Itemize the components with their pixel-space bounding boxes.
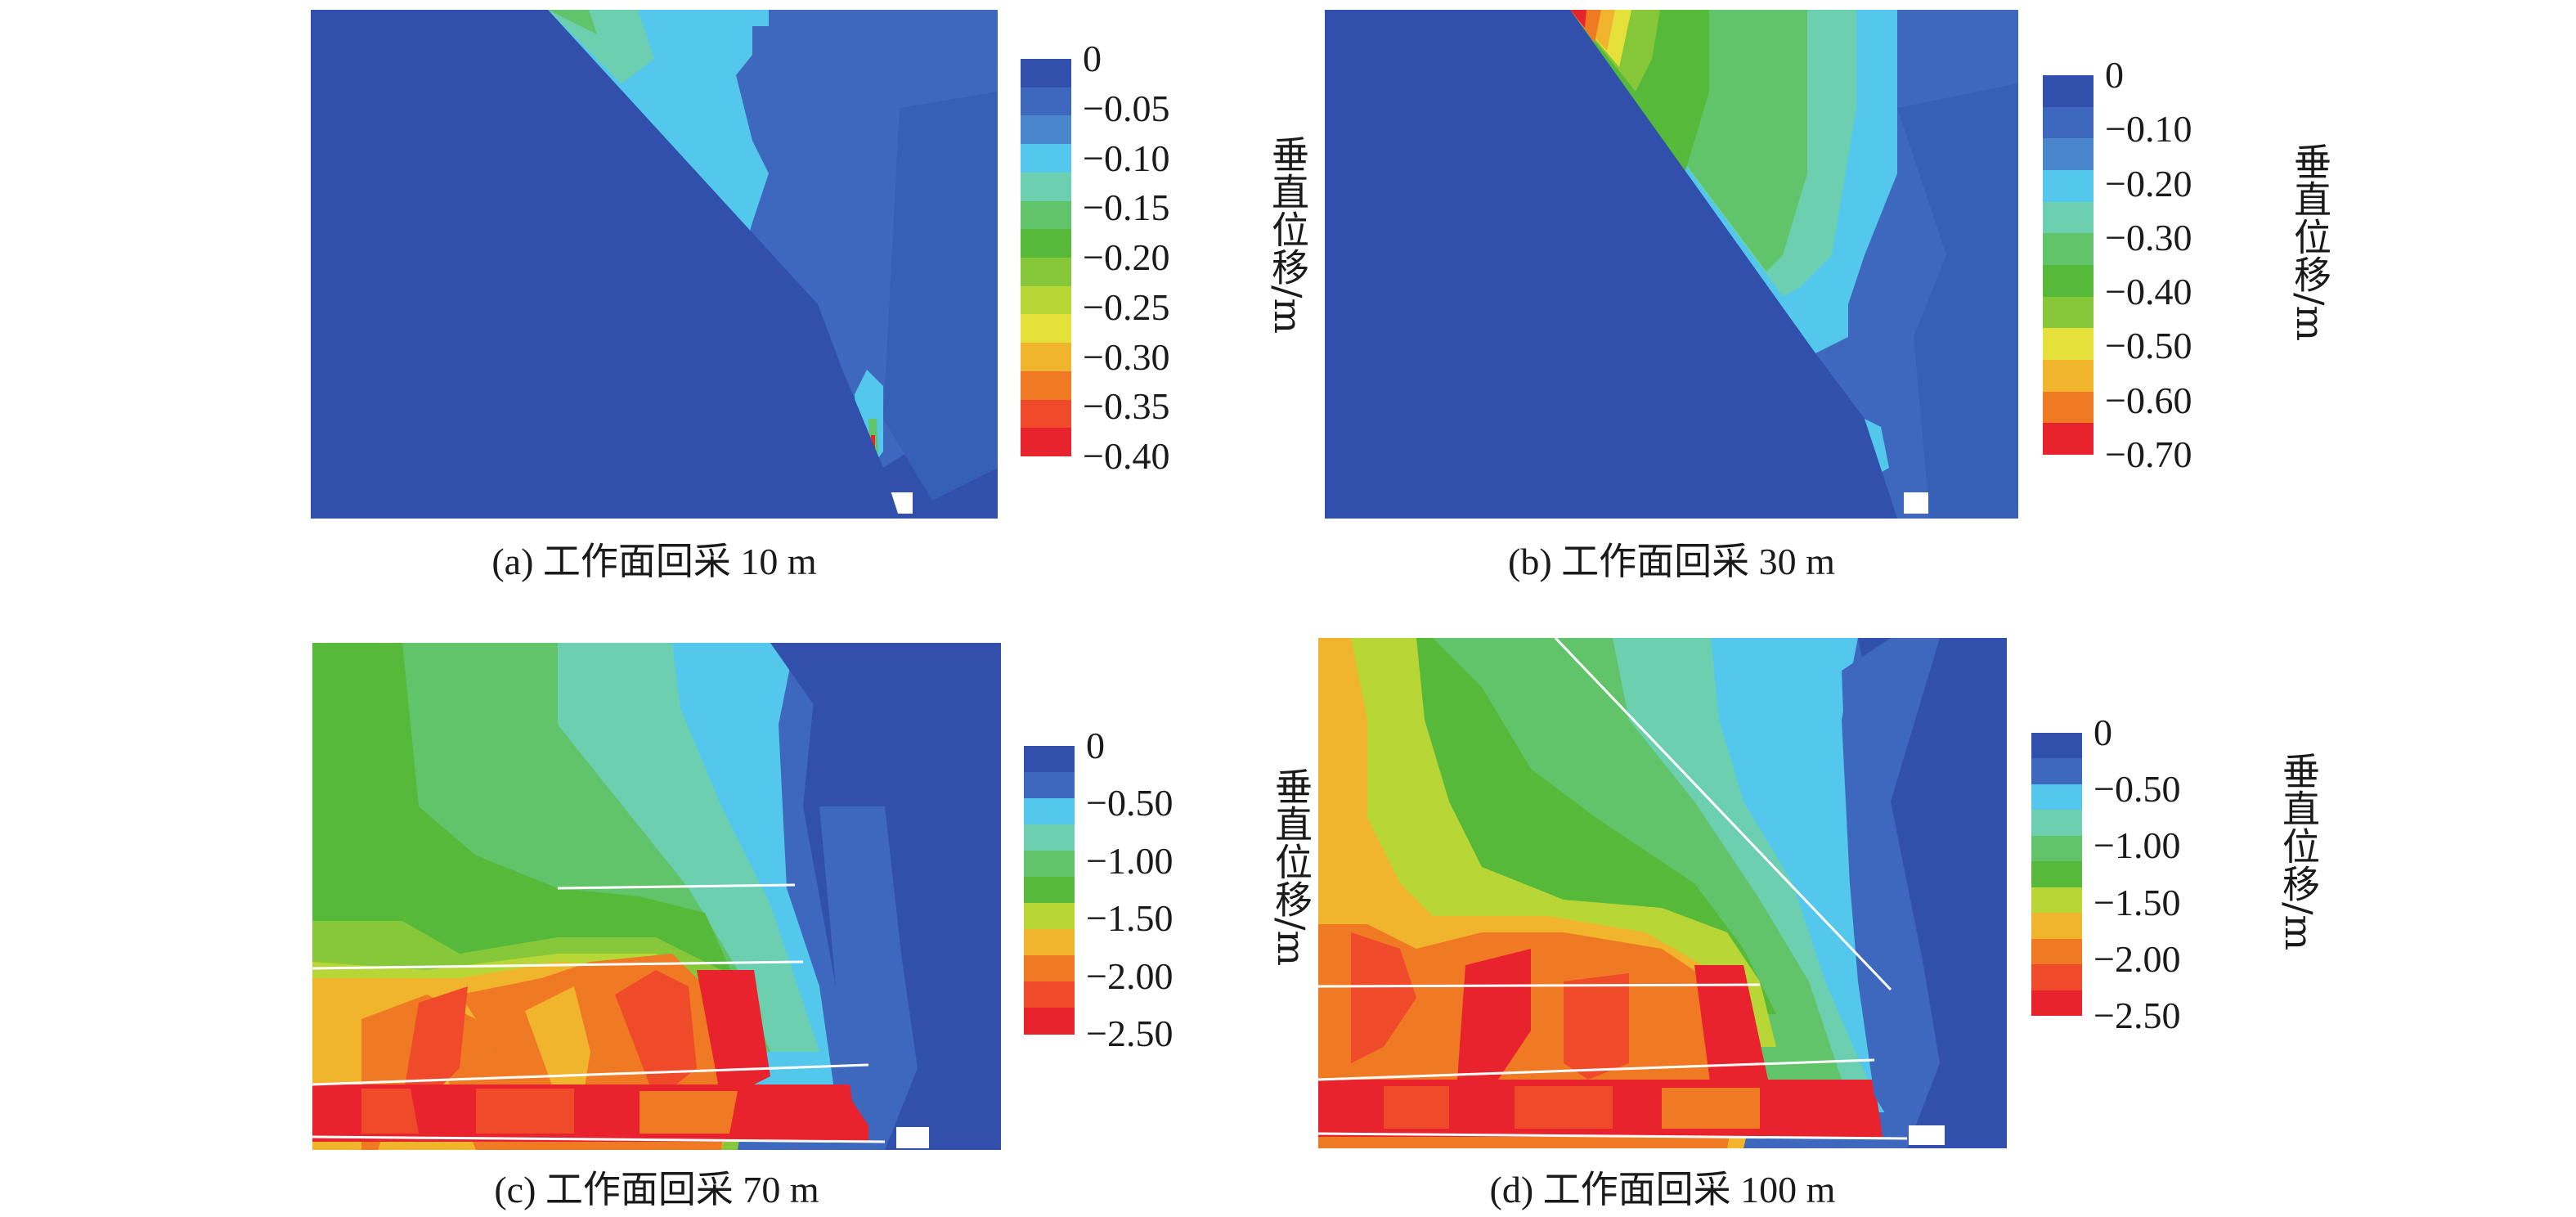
colorbar-a-segment <box>1021 314 1071 344</box>
colorbar-b-title: 垂直位移/m <box>2288 142 2332 342</box>
colorbar-a-tick-label: −0.15 <box>1083 186 1170 229</box>
colorbar-a-segment <box>1021 370 1071 401</box>
colorbar-d-segment <box>2031 938 2082 965</box>
colorbar-c-tick-label: −1.50 <box>1086 897 1174 940</box>
colorbar-a-segment <box>1021 428 1071 457</box>
contour-map-c <box>312 643 1001 1150</box>
colorbar-c-tick-label: −1.00 <box>1086 839 1174 882</box>
colorbar-c-segment <box>1024 955 1075 982</box>
colorbar-a-tick-label: −0.20 <box>1083 236 1170 278</box>
colorbar-b-tick-label: −0.20 <box>2105 162 2192 204</box>
colorbar-b-tick-label: 0 <box>2105 54 2124 96</box>
colorbar-b-segment <box>2043 106 2094 139</box>
colorbar-c-tick-label: −0.50 <box>1086 782 1174 824</box>
colorbar-b-tick-label: −0.50 <box>2105 325 2192 367</box>
colorbar-a-segment <box>1021 258 1071 287</box>
colorbar-b-tick-label: −0.40 <box>2105 271 2192 313</box>
contour-plot-d <box>1318 638 2007 1148</box>
colorbar-b-tick-label: −0.10 <box>2105 108 2192 150</box>
contour-plot-a <box>311 10 998 519</box>
colorbar-a-tick-label: −0.35 <box>1083 385 1170 428</box>
colorbar-a-tick-label: −0.05 <box>1083 87 1170 129</box>
colorbar-d-segment <box>2031 990 2082 1017</box>
colorbar-d-segment <box>2031 835 2082 862</box>
caption-c: (c) 工作面回采 70 m <box>494 1169 819 1210</box>
colorbar-d-segment <box>2031 964 2082 991</box>
colorbar-a-tick-label: −0.10 <box>1083 137 1170 179</box>
colorbar-b-segment <box>2043 138 2094 171</box>
colorbar-d-tick-label: −0.50 <box>2094 768 2181 811</box>
colorbar-a-segment <box>1021 59 1071 88</box>
colorbar-d-tick-label: −1.00 <box>2094 824 2181 867</box>
colorbar-a-segment <box>1021 399 1071 429</box>
colorbar-c-tick-label: 0 <box>1086 725 1105 766</box>
colorbar-a-segment <box>1021 285 1071 315</box>
colorbar-a-segment <box>1021 115 1071 145</box>
colorbar-c-tick-label: −2.50 <box>1086 1013 1174 1054</box>
contour-map-b <box>1325 10 2018 519</box>
colorbar-d-tick-label: 0 <box>2094 712 2112 753</box>
colorbar-d-tick-label: −2.00 <box>2094 937 2181 980</box>
colorbar-b-tick-label: −0.70 <box>2105 433 2192 475</box>
colorbar-d-segment <box>2031 784 2082 811</box>
colorbar-a-scale <box>1021 59 1071 457</box>
colorbar-a-title: 垂直位移/m <box>1266 135 1310 335</box>
colorbar-b-segment <box>2043 233 2094 266</box>
contour-map-a <box>311 10 998 519</box>
colorbar-a-tick-label: −0.25 <box>1083 285 1170 328</box>
colorbar-a-segment <box>1021 172 1071 202</box>
colorbar-d-tick-label: −1.50 <box>2094 881 2181 923</box>
colorbar-c-segment <box>1024 981 1075 1008</box>
colorbar-c-segment <box>1024 877 1075 904</box>
colorbar-a-segment <box>1021 229 1071 258</box>
colorbar-b-segment <box>2043 201 2094 234</box>
colorbar-d-tick-label: −2.50 <box>2094 995 2181 1036</box>
colorbar-c-segment <box>1024 903 1075 930</box>
contour-plot-b <box>1325 10 2018 519</box>
colorbar-d-scale <box>2031 733 2082 1017</box>
colorbar-b-segment <box>2043 423 2094 456</box>
colorbar-b-segment <box>2043 296 2094 329</box>
colorbar-c-segment <box>1024 851 1075 878</box>
caption-a: (a) 工作面回采 10 m <box>491 541 817 582</box>
colorbar-b-segment <box>2043 265 2094 298</box>
colorbar-a-tick-label: 0 <box>1083 38 1102 79</box>
colorbar-c-title: 垂直位移/m <box>1269 767 1313 967</box>
contour-plot-c <box>312 643 1001 1150</box>
colorbar-b-tick-label: −0.30 <box>2105 216 2192 258</box>
colorbar-d-segment <box>2031 861 2082 888</box>
caption-d: (d) 工作面回采 100 m <box>1489 1169 1836 1210</box>
colorbar-b-segment <box>2043 391 2094 424</box>
colorbar-b-segment <box>2043 328 2094 361</box>
colorbar-c-segment <box>1024 1008 1075 1035</box>
colorbar-a-segment <box>1021 87 1071 116</box>
colorbar-a-segment <box>1021 343 1071 372</box>
colorbar-b-segment <box>2043 360 2094 393</box>
colorbar-c-segment <box>1024 798 1075 825</box>
colorbar-c-segment <box>1024 824 1075 851</box>
contour-map-d <box>1318 638 2007 1148</box>
colorbar-d-segment <box>2031 733 2082 759</box>
colorbar-b-segment <box>2043 75 2094 108</box>
colorbar-a-segment <box>1021 200 1071 230</box>
colorbar-c-tick-label: −2.00 <box>1086 954 1174 997</box>
colorbar-d-segment <box>2031 810 2082 837</box>
colorbar-a-segment <box>1021 144 1071 173</box>
colorbar-d-segment <box>2031 758 2082 785</box>
colorbar-d-title: 垂直位移/m <box>2277 752 2321 951</box>
colorbar-b-segment <box>2043 170 2094 203</box>
colorbar-c-segment <box>1024 746 1075 773</box>
colorbar-c-segment <box>1024 772 1075 799</box>
colorbar-c-scale <box>1024 746 1075 1035</box>
colorbar-b-tick-label: −0.60 <box>2105 379 2192 421</box>
colorbar-a-tick-label: −0.40 <box>1083 435 1170 477</box>
colorbar-d-segment <box>2031 887 2082 914</box>
colorbar-c-segment <box>1024 929 1075 956</box>
colorbar-d-segment <box>2031 913 2082 940</box>
caption-b: (b) 工作面回采 30 m <box>1508 541 1835 582</box>
colorbar-a-tick-label: −0.30 <box>1083 335 1170 378</box>
colorbar-b-scale <box>2043 75 2094 456</box>
